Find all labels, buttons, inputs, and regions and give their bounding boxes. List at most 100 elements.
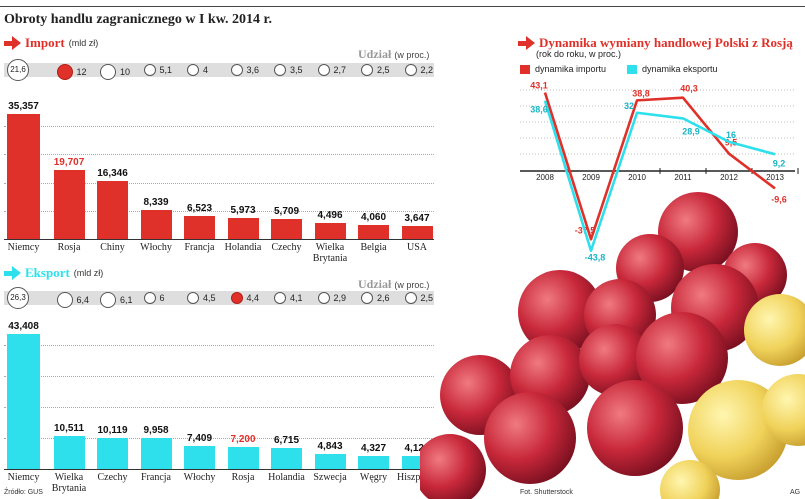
- export-title: Eksport: [25, 265, 70, 280]
- legend-export: dynamika eksportu: [627, 64, 718, 74]
- import-bar: [227, 217, 259, 239]
- dynamics-title: Dynamika wymiany handlowej Polski z Rosj…: [539, 35, 793, 50]
- import-share-dot-icon: [187, 64, 199, 76]
- export-share-value: 6,4: [76, 295, 90, 305]
- arrow-head-icon: [12, 36, 21, 50]
- legend-label-export: dynamika eksportu: [642, 64, 718, 74]
- import-share-dot-icon: [56, 64, 73, 80]
- import-bar-value: 19,707: [53, 156, 85, 168]
- import-share-value: 3,5: [290, 65, 303, 75]
- legend-swatch-import: [520, 64, 530, 74]
- import-axis: [4, 239, 434, 240]
- line-chart-x-label: 2010: [628, 173, 646, 182]
- export-bar-value: 7,200: [230, 433, 256, 445]
- import-share-dot-icon: [100, 64, 116, 80]
- export-share-value: 2,9: [333, 293, 347, 303]
- export-share-dot-icon: [317, 292, 330, 304]
- export-share-value: 4,1: [290, 293, 303, 303]
- export-share-value: 6,1: [120, 295, 133, 305]
- import-bar-value: 5,973: [230, 204, 256, 216]
- line-data-label: -43,8: [585, 253, 606, 263]
- export-share-item: 6: [143, 292, 165, 304]
- import-category-label: Czechy: [271, 242, 302, 253]
- import-share-dot-icon: [361, 64, 373, 76]
- import-share-item: 2,2: [404, 64, 433, 76]
- import-bar-value: 4,060: [360, 211, 387, 223]
- import-bar: [184, 216, 215, 239]
- export-bar: [140, 438, 172, 469]
- line-data-label: 16: [726, 130, 736, 140]
- export-share-dot-icon: [56, 292, 73, 308]
- line-chart-x-label: 2008: [536, 173, 554, 182]
- export-bar: [97, 437, 128, 469]
- export-share-item: 2,6: [361, 292, 390, 304]
- line-data-label: 32: [624, 101, 634, 111]
- export-bar-value: 4,327: [360, 442, 387, 454]
- export-gridline: [4, 345, 434, 346]
- export-share-item: 2,9: [317, 292, 347, 304]
- export-share-dot-icon: [187, 292, 199, 304]
- export-category-label: Wielka Brytania: [51, 472, 87, 494]
- import-category-label: Wielka Brytania: [312, 242, 348, 264]
- apple-icon: [420, 192, 805, 499]
- line-data-label: 28,9: [682, 126, 700, 136]
- import-share-item: 3,6: [230, 64, 259, 76]
- export-share-item: 4,5: [187, 292, 216, 304]
- import-title: Import: [25, 35, 65, 50]
- import-share-title: Udział: [358, 47, 392, 61]
- export-category-label: Francja: [141, 472, 171, 483]
- import-bar-value: 3,647: [404, 213, 430, 225]
- import-header: Import (mld zł): [4, 35, 98, 51]
- export-header: Eksport (mld zł): [4, 265, 103, 281]
- export-share-dot-icon: [274, 292, 286, 304]
- import-share-value: 2,7: [333, 65, 347, 75]
- import-bar: [53, 169, 85, 239]
- source-corner: AG: [790, 489, 801, 496]
- import-bar: [97, 181, 128, 239]
- import-bar: [140, 209, 172, 239]
- export-bar-value: 6,715: [273, 435, 300, 447]
- import-share-value: 10: [120, 67, 131, 77]
- export-share-value: 2,6: [377, 293, 390, 303]
- import-bar-value: 16,346: [97, 168, 128, 180]
- dynamics-subtitle: (rok do roku, w proc.): [536, 49, 622, 59]
- export-bar: [7, 334, 40, 469]
- export-bar-value: 10,119: [97, 424, 128, 436]
- export-share-value: 6: [159, 293, 165, 303]
- line-data-label: 38,6: [530, 105, 548, 115]
- import-bar: [314, 223, 346, 239]
- export-bar-value: 9,958: [143, 425, 169, 437]
- import-share-value: 2,5: [377, 65, 390, 75]
- import-share-value: 21,6: [10, 65, 26, 74]
- import-share-item: 5,1: [143, 64, 173, 76]
- import-share-label: Udział (w proc.): [358, 47, 429, 62]
- import-category-label: Włochy: [140, 242, 172, 253]
- export-share-unit: (w proc.): [394, 280, 430, 290]
- export-axis: [4, 469, 434, 470]
- export-category-label: Holandia: [268, 472, 305, 483]
- import-share-dot-icon: [317, 64, 330, 76]
- export-bar-value: 43,408: [8, 321, 39, 333]
- import-share-value: 5,1: [159, 65, 173, 75]
- import-share-value: 4: [203, 65, 209, 75]
- line-series-import: [543, 92, 776, 241]
- export-category-label: Węgry: [359, 472, 388, 483]
- apples-photo: [420, 192, 805, 499]
- import-share-dot-icon: [230, 64, 243, 76]
- import-bar-value: 8,339: [143, 196, 169, 208]
- arrow-head-icon: [12, 266, 21, 280]
- export-bar-value: 4,122: [404, 443, 430, 455]
- export-share-item: 26,3: [7, 287, 29, 309]
- import-gridline: [4, 126, 434, 128]
- export-share-item: 4,1: [274, 292, 303, 304]
- export-bar-value: 4,843: [317, 440, 343, 452]
- line-data-label: 40,3: [680, 84, 698, 94]
- import-share-dot-icon: [274, 64, 286, 76]
- export-category-label: Rosja: [231, 472, 255, 483]
- import-share-item: 2,7: [317, 64, 347, 76]
- legend-import: dynamika importu: [520, 64, 606, 74]
- export-bar: [314, 453, 346, 469]
- import-bar: [7, 114, 40, 239]
- import-share-unit: (w proc.): [394, 50, 430, 60]
- import-share-item: 12: [56, 64, 87, 80]
